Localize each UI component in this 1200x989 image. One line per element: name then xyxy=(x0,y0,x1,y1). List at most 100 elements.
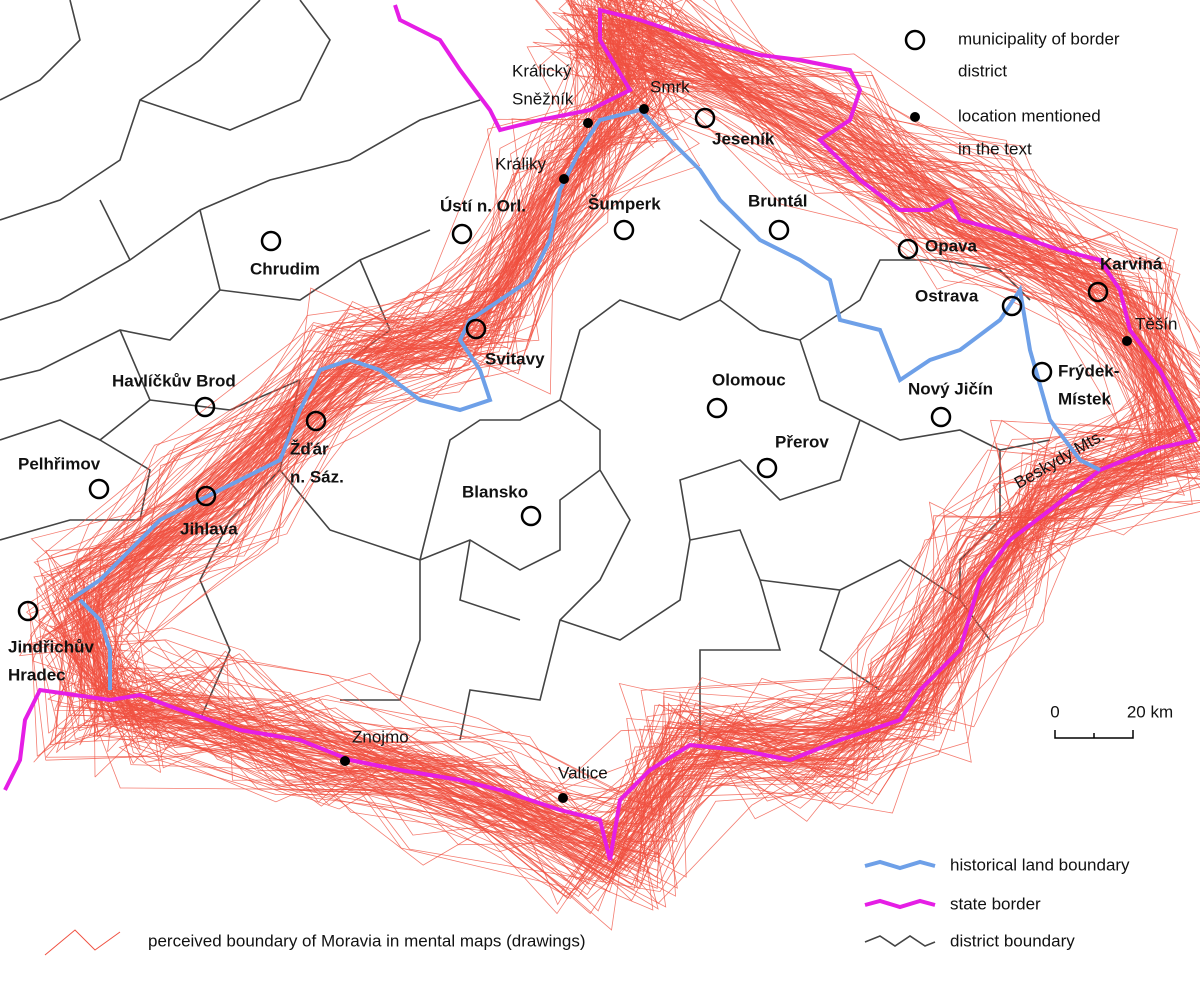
perceived-boundary xyxy=(66,0,1149,910)
perceived-boundary xyxy=(110,34,1192,911)
location-marker xyxy=(340,756,350,766)
municipality-label: Svitavy xyxy=(485,349,545,368)
perceived-boundaries xyxy=(18,0,1200,931)
municipality-marker xyxy=(88,478,110,500)
legend-label: municipality of border xyxy=(958,29,1120,48)
municipality-label: Přerov xyxy=(775,432,829,451)
legend-label: district xyxy=(958,61,1007,80)
perceived-boundary xyxy=(46,0,1200,873)
municipality-label: Nový Jičín xyxy=(908,379,993,398)
perceived-boundary xyxy=(49,31,1155,871)
perceived-boundary xyxy=(62,7,1200,840)
municipality-label: Karviná xyxy=(1100,254,1163,273)
scale-bar: 0 20 km xyxy=(1050,702,1173,739)
municipality-label: Ostrava xyxy=(915,286,979,305)
municipality-label: Místek xyxy=(1058,389,1111,408)
perceived-boundary xyxy=(29,40,1200,813)
municipality-label: Žďár xyxy=(290,439,329,458)
perceived-boundary xyxy=(74,0,1193,897)
perceived-boundary xyxy=(33,0,1144,915)
legend-label: state border xyxy=(950,894,1041,913)
municipality-marker xyxy=(195,485,217,507)
perceived-boundary xyxy=(78,0,1200,824)
legend-symbol xyxy=(864,859,936,871)
location-marker xyxy=(558,793,568,803)
perceived-boundary xyxy=(25,0,1200,883)
perceived-boundary xyxy=(68,23,1165,880)
location-label: Králický xyxy=(512,61,572,80)
location-marker xyxy=(559,174,569,184)
perceived-boundary xyxy=(88,0,1200,865)
legend-symbol xyxy=(864,898,936,910)
perceived-boundary xyxy=(81,0,1178,849)
perceived-boundary xyxy=(59,0,1200,841)
legend-label: in the text xyxy=(958,139,1032,158)
municipality-label: Hradec xyxy=(8,665,66,684)
municipality-label: Frýdek- xyxy=(1058,361,1119,380)
municipality-label: Šumperk xyxy=(588,194,661,213)
location-label: Znojmo xyxy=(352,727,409,746)
perceived-boundary xyxy=(68,0,1175,871)
perceived-boundary xyxy=(18,0,1175,830)
municipality-label: Havlíčkův Brod xyxy=(112,371,236,390)
perceived-boundary xyxy=(74,54,1200,890)
legend-label: district boundary xyxy=(950,931,1075,950)
municipality-label: Jindřichův xyxy=(8,637,95,656)
location-label: Sněžník xyxy=(512,89,574,108)
municipality-label: Jihlava xyxy=(180,519,238,538)
municipality-marker xyxy=(930,406,952,428)
municipality-marker xyxy=(520,505,542,527)
perceived-boundary xyxy=(85,10,1198,886)
legend-label: perceived boundary of Moravia in mental … xyxy=(148,931,585,950)
municipality-label: Bruntál xyxy=(748,191,808,210)
municipality-label: Jeseník xyxy=(712,129,775,148)
municipality-marker xyxy=(756,457,778,479)
perceived-boundary xyxy=(118,4,1145,825)
municipality-marker xyxy=(17,600,39,622)
legend-symbol xyxy=(44,929,121,956)
perceived-boundary xyxy=(83,28,1200,877)
perceived-boundary xyxy=(83,19,1200,861)
perceived-boundary xyxy=(63,3,1158,878)
municipality-marker xyxy=(768,219,790,241)
location-label: Králiky xyxy=(495,154,547,173)
perceived-boundary xyxy=(60,35,1200,822)
legend: municipality of border district location… xyxy=(44,29,1130,956)
municipality-marker xyxy=(613,219,635,241)
perceived-boundary xyxy=(54,7,1195,817)
perceived-boundary xyxy=(51,34,1182,896)
municipality-label: Pelhřimov xyxy=(18,454,101,473)
municipality-marker xyxy=(465,318,487,340)
perceived-boundary xyxy=(93,45,1200,809)
scale-label: 20 km xyxy=(1127,702,1173,721)
municipality-marker xyxy=(897,238,919,260)
municipality-label: Olomouc xyxy=(712,370,786,389)
perceived-boundary xyxy=(30,0,1152,846)
perceived-boundary xyxy=(54,29,1169,846)
location-marker xyxy=(1122,336,1132,346)
municipality-label: Opava xyxy=(925,236,978,255)
legend-symbol xyxy=(904,29,926,51)
perceived-boundary xyxy=(112,12,1172,897)
perceived-boundary xyxy=(39,18,1177,912)
legend-symbol xyxy=(864,935,936,947)
municipality-label: Blansko xyxy=(462,482,528,501)
municipality-marker xyxy=(305,410,327,432)
perceived-boundary xyxy=(38,54,1151,817)
perceived-boundary xyxy=(47,0,1150,881)
scale-label: 0 xyxy=(1050,702,1059,721)
perceived-boundary xyxy=(100,0,1200,915)
location-label: Valtice xyxy=(558,763,608,782)
location-label: Smrk xyxy=(650,77,690,96)
municipality-marker xyxy=(260,230,282,252)
legend-symbol xyxy=(910,112,920,122)
municipality-marker xyxy=(1031,361,1053,383)
perceived-boundary xyxy=(47,41,1163,871)
municipality-marker xyxy=(1087,281,1109,303)
municipality-marker xyxy=(694,107,716,129)
labels: Jeseník Bruntál Šumperk Ústí n. Orl. Chrudim… xyxy=(8,61,1178,803)
perceived-boundary xyxy=(96,11,1162,881)
legend-label: historical land boundary xyxy=(950,855,1130,874)
municipality-marker xyxy=(451,223,473,245)
